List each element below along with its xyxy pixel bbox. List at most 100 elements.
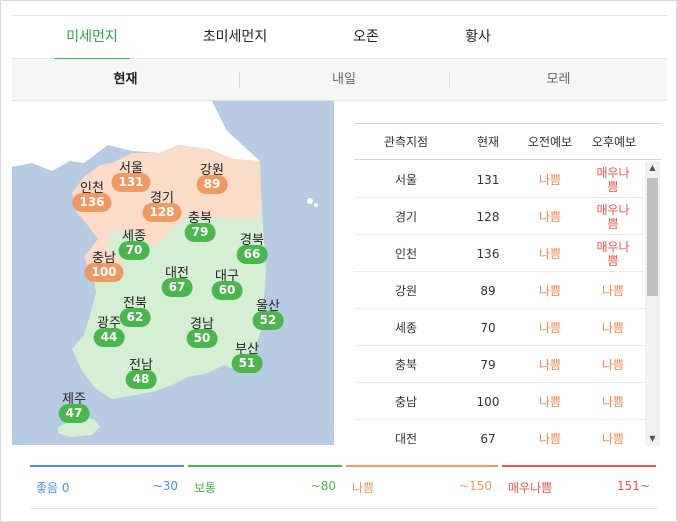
table-row: 인천 136 나쁨 매우나 쁨	[354, 235, 644, 272]
region-value-badge[interactable]: 52	[252, 311, 284, 330]
pm-forecast: 나쁨	[601, 320, 625, 335]
pollutant-tabs: 미세먼지 초미세먼지 오존 황사	[12, 15, 667, 60]
station-name: 충북	[394, 357, 418, 372]
scroll-thumb[interactable]	[647, 178, 658, 296]
table-row: 세종 70 나쁨 나쁨	[354, 309, 644, 346]
table-scrollbar[interactable]: ▲ ▼	[645, 161, 660, 446]
region-value-badge[interactable]: 79	[184, 223, 216, 242]
region-name: 인천	[80, 181, 104, 196]
subtab-divider	[449, 72, 450, 88]
region-name: 강원	[200, 163, 224, 178]
tab-now[interactable]: 현재	[113, 72, 138, 87]
am-forecast: 나쁨	[538, 209, 562, 224]
pm-forecast: 나쁨	[601, 431, 625, 446]
region-value-badge[interactable]: 66	[236, 245, 268, 264]
region-value-badge[interactable]: 136	[72, 193, 112, 212]
pm-forecast: 나쁨	[601, 357, 625, 372]
tab-day-after-tomorrow[interactable]: 모레	[546, 72, 571, 87]
tab-yellow-dust[interactable]: 황사	[465, 29, 491, 45]
legend-range: ~80	[310, 479, 336, 493]
region-name: 경기	[150, 191, 174, 206]
region-name: 대구	[215, 269, 239, 284]
pm-forecast: 매우나 쁨	[596, 239, 630, 268]
region-name: 전남	[129, 358, 153, 373]
current-value: 67	[480, 431, 496, 446]
tab-tomorrow[interactable]: 내일	[332, 72, 356, 87]
legend-item: 나쁨 ~150	[346, 465, 498, 509]
region-name: 충북	[188, 211, 212, 226]
region-value-badge[interactable]: 89	[196, 175, 228, 194]
am-forecast: 나쁨	[538, 394, 562, 409]
tab-ultrafine-dust[interactable]: 초미세먼지	[202, 29, 268, 45]
region-name: 전북	[123, 296, 147, 311]
legend-label: 좋음 0	[36, 481, 70, 495]
region-name: 서울	[119, 161, 143, 176]
region-name: 경북	[240, 233, 264, 248]
region-name: 세종	[122, 229, 146, 244]
legend-range: ~30	[152, 479, 178, 493]
station-name: 대전	[394, 431, 418, 446]
table-header: 관측지점 현재 오전예보 오후예보	[354, 124, 661, 160]
legend-item: 매우나쁨 151~	[502, 465, 656, 509]
station-name: 세종	[394, 320, 418, 335]
region-name: 광주	[97, 316, 121, 331]
region-value-badge[interactable]: 44	[93, 328, 125, 347]
legend-label: 보통	[194, 481, 217, 495]
legend-item: 보통 ~80	[188, 465, 342, 509]
legend-label: 매우나쁨	[508, 481, 553, 495]
region-value-badge[interactable]: 100	[84, 263, 124, 282]
current-value: 128	[476, 209, 500, 224]
tab-ozone[interactable]: 오존	[353, 29, 379, 45]
pm-forecast: 매우나 쁨	[596, 165, 630, 194]
current-value: 70	[480, 320, 496, 335]
pm-forecast: 나쁨	[601, 394, 625, 409]
region-name: 부산	[235, 342, 259, 357]
region-value-badge[interactable]: 50	[186, 329, 218, 348]
region-value-badge[interactable]: 62	[119, 308, 151, 327]
day-tabs: 현재 내일 모레	[12, 59, 667, 101]
legend-label: 나쁨	[352, 481, 375, 495]
region-value-badge[interactable]: 128	[142, 203, 182, 222]
current-value: 131	[476, 172, 500, 187]
region-value-badge[interactable]: 131	[111, 173, 151, 192]
am-forecast: 나쁨	[538, 172, 562, 187]
column-header-now: 현재	[476, 135, 500, 149]
column-header-pm-forecast: 오후예보	[591, 135, 637, 149]
scroll-down-arrow-icon[interactable]: ▼	[649, 434, 656, 443]
region-value-badge[interactable]: 47	[58, 404, 90, 423]
map-north-area	[12, 101, 260, 171]
table-row: 경기 128 나쁨 매우나 쁨	[354, 198, 644, 235]
region-name: 울산	[256, 299, 280, 314]
region-value-badge[interactable]: 60	[211, 281, 243, 300]
table-row: 대전 67 나쁨 나쁨	[354, 420, 644, 446]
current-value: 89	[480, 283, 496, 298]
column-header-station: 관측지점	[383, 135, 429, 149]
region-value-badge[interactable]: 67	[161, 278, 193, 297]
station-name: 강원	[394, 283, 418, 298]
region-name: 충남	[92, 251, 116, 266]
map-island	[314, 203, 318, 207]
am-forecast: 나쁨	[538, 283, 562, 298]
am-forecast: 나쁨	[538, 431, 562, 446]
pm-forecast: 나쁨	[601, 283, 625, 298]
region-value-badge[interactable]: 70	[118, 241, 150, 260]
region-value-badge[interactable]: 48	[125, 370, 157, 389]
legend-range: ~150	[459, 479, 492, 493]
current-value: 79	[480, 357, 496, 372]
region-name: 제주	[62, 392, 86, 407]
pm-forecast: 매우나 쁨	[596, 202, 630, 231]
region-value-badge[interactable]: 51	[231, 354, 263, 373]
legend-item: 좋음 0 ~30	[30, 465, 184, 509]
station-name: 충남	[394, 394, 418, 409]
tab-fine-dust[interactable]: 미세먼지	[54, 16, 130, 60]
current-value: 100	[476, 394, 500, 409]
station-name: 인천	[394, 246, 418, 261]
region-name: 대전	[165, 266, 189, 281]
table-row: 충남 100 나쁨 나쁨	[354, 383, 644, 420]
scroll-up-arrow-icon[interactable]: ▲	[649, 163, 656, 172]
am-forecast: 나쁨	[538, 320, 562, 335]
table-row: 강원 89 나쁨 나쁨	[354, 272, 644, 309]
station-name: 경기	[394, 209, 418, 224]
table-row: 서울 131 나쁨 매우나 쁨	[354, 161, 644, 198]
